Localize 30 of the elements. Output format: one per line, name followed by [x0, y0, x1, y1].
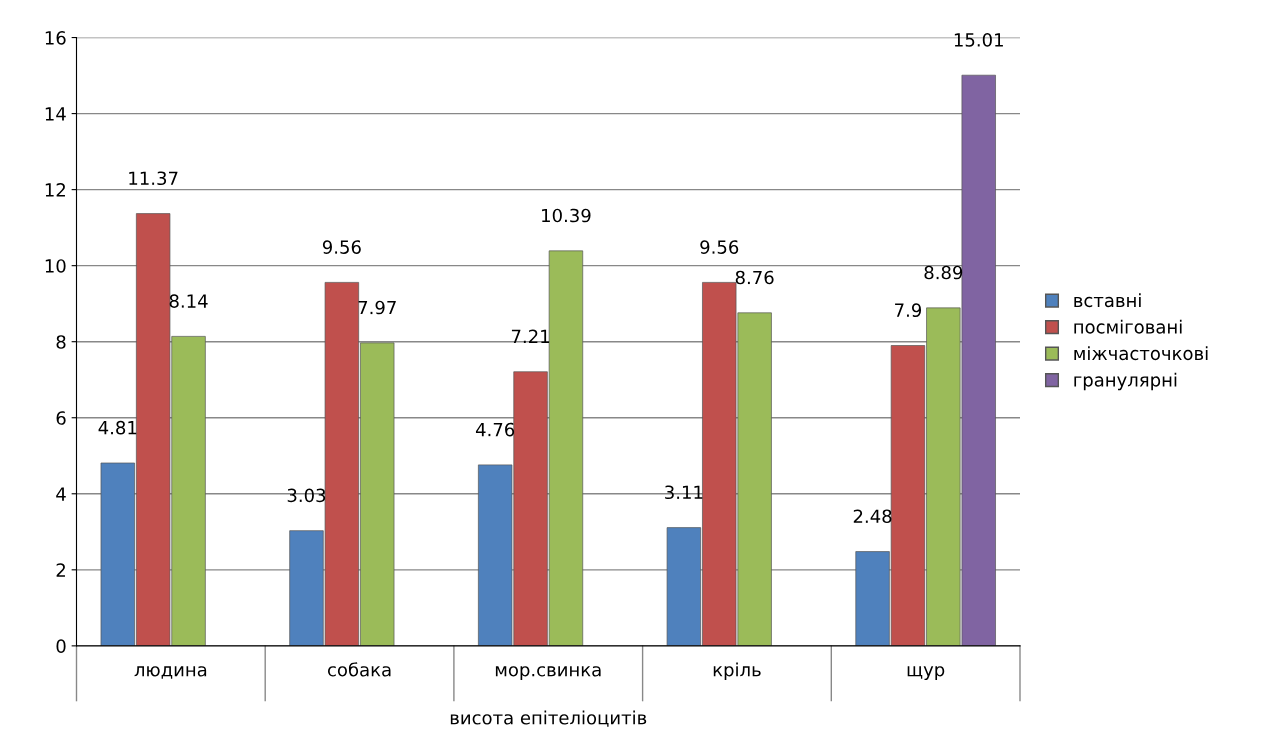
legend-label: гранулярні: [1074, 372, 1177, 391]
y-tick-label: 0: [56, 639, 66, 653]
x-tick-label: мор.свинка: [495, 666, 601, 680]
legend-label: вставні: [1074, 293, 1141, 308]
data-label: 9.56: [700, 240, 739, 254]
y-tick-label: 4: [56, 487, 66, 501]
legend-label: міжчасточкові: [1074, 346, 1208, 361]
x-tick-label: кріль: [713, 662, 761, 680]
data-label: 8.76: [735, 270, 774, 285]
data-label: 4.76: [475, 422, 515, 437]
y-tick-label: 2: [56, 563, 65, 577]
data-label: 7.21: [511, 329, 549, 343]
data-label: 15.01: [954, 33, 1003, 47]
y-tick-label: 16: [45, 31, 66, 45]
data-label: 3.03: [287, 488, 326, 503]
data-label: 7.9: [895, 303, 922, 318]
data-label: 10.39: [542, 208, 591, 223]
y-tick-label: 8: [56, 335, 66, 349]
x-tick-label: собака: [327, 662, 391, 677]
data-label: 11.37: [129, 171, 178, 186]
y-tick-label: 14: [45, 107, 66, 121]
legend-label: посміговані: [1074, 319, 1182, 334]
x-tick-label: щур: [907, 666, 945, 680]
y-tick-label: 10: [45, 259, 66, 273]
data-label: 9.56: [322, 240, 361, 254]
y-tick-label: 6: [56, 411, 66, 425]
x-axis-title: висота епітеліоцитів: [450, 710, 647, 727]
y-tick-label: 12: [45, 183, 65, 197]
data-label: 8.89: [924, 265, 963, 280]
x-tick-label: людина: [134, 666, 207, 679]
